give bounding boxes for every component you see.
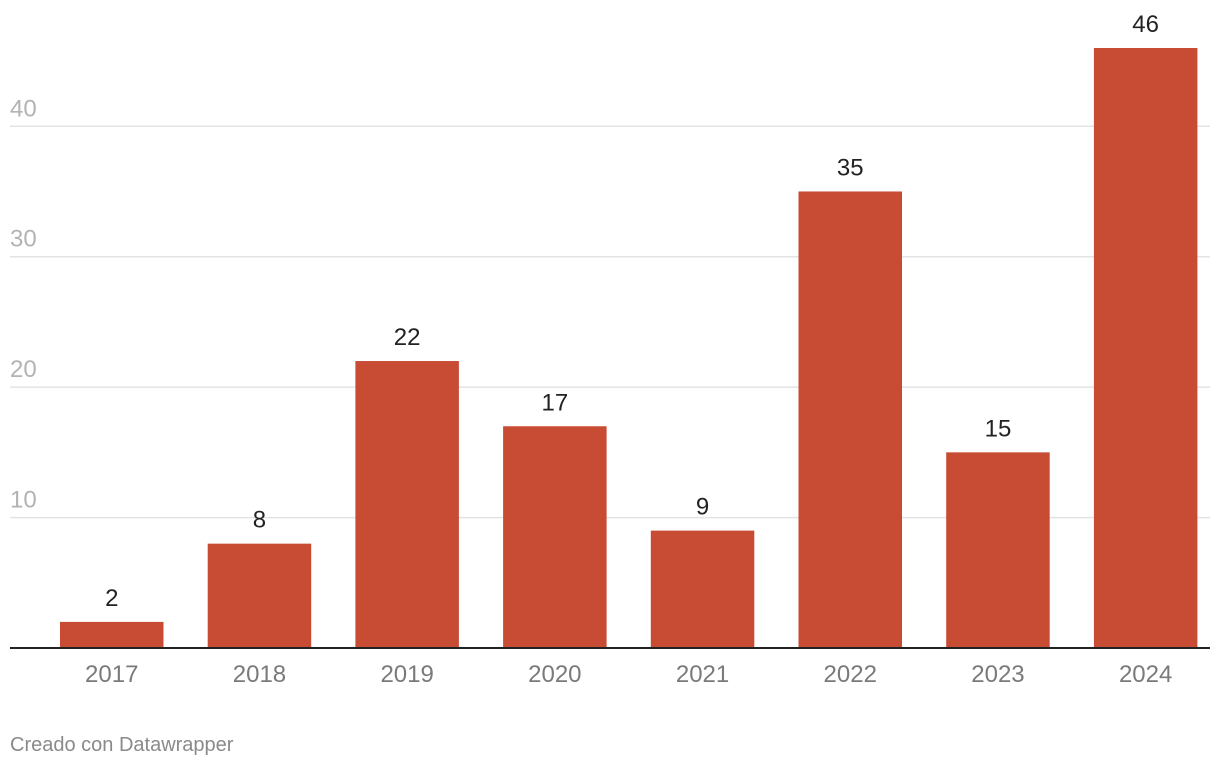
bar-2019 [355, 361, 459, 648]
y-axis-ticks: 10 20 30 40 [10, 95, 37, 513]
bar-2021 [650, 530, 755, 648]
bar-2017 [60, 621, 164, 648]
x-tick-label-2017: 2017 [85, 661, 138, 688]
x-tick-label-2019: 2019 [380, 661, 433, 688]
x-tick-label-2022: 2022 [824, 661, 877, 688]
data-labels: 2 8 22 17 9 35 15 46 [105, 11, 1159, 612]
credit-footer: Creado con Datawrapper [10, 734, 234, 756]
bar-2023 [946, 452, 1050, 648]
x-tick-label-2021: 2021 [676, 661, 729, 688]
x-tick-label-2018: 2018 [233, 661, 286, 688]
x-axis-ticks: 2017 2018 2019 2020 2021 2022 2023 2024 [85, 661, 1172, 688]
x-tick-label-2023: 2023 [971, 661, 1024, 688]
bar-2024 [1093, 48, 1198, 648]
data-label-2019: 22 [394, 324, 421, 351]
bar-2018 [207, 543, 312, 648]
y-tick-label: 40 [10, 95, 37, 122]
bar-2022 [798, 191, 902, 648]
data-label-2024: 46 [1132, 11, 1159, 38]
data-label-2021: 9 [696, 494, 709, 521]
data-label-2018: 8 [253, 507, 266, 534]
data-label-2023: 15 [985, 415, 1012, 442]
data-label-2022: 35 [837, 154, 864, 181]
x-tick-label-2024: 2024 [1119, 661, 1172, 688]
y-tick-label: 10 [10, 487, 37, 514]
y-tick-label: 30 [10, 226, 37, 253]
y-tick-label: 20 [10, 356, 37, 383]
data-label-2017: 2 [105, 585, 118, 612]
x-tick-label-2020: 2020 [528, 661, 581, 688]
data-label-2020: 17 [541, 389, 568, 416]
bars [60, 48, 1198, 648]
bar-2020 [503, 426, 607, 648]
